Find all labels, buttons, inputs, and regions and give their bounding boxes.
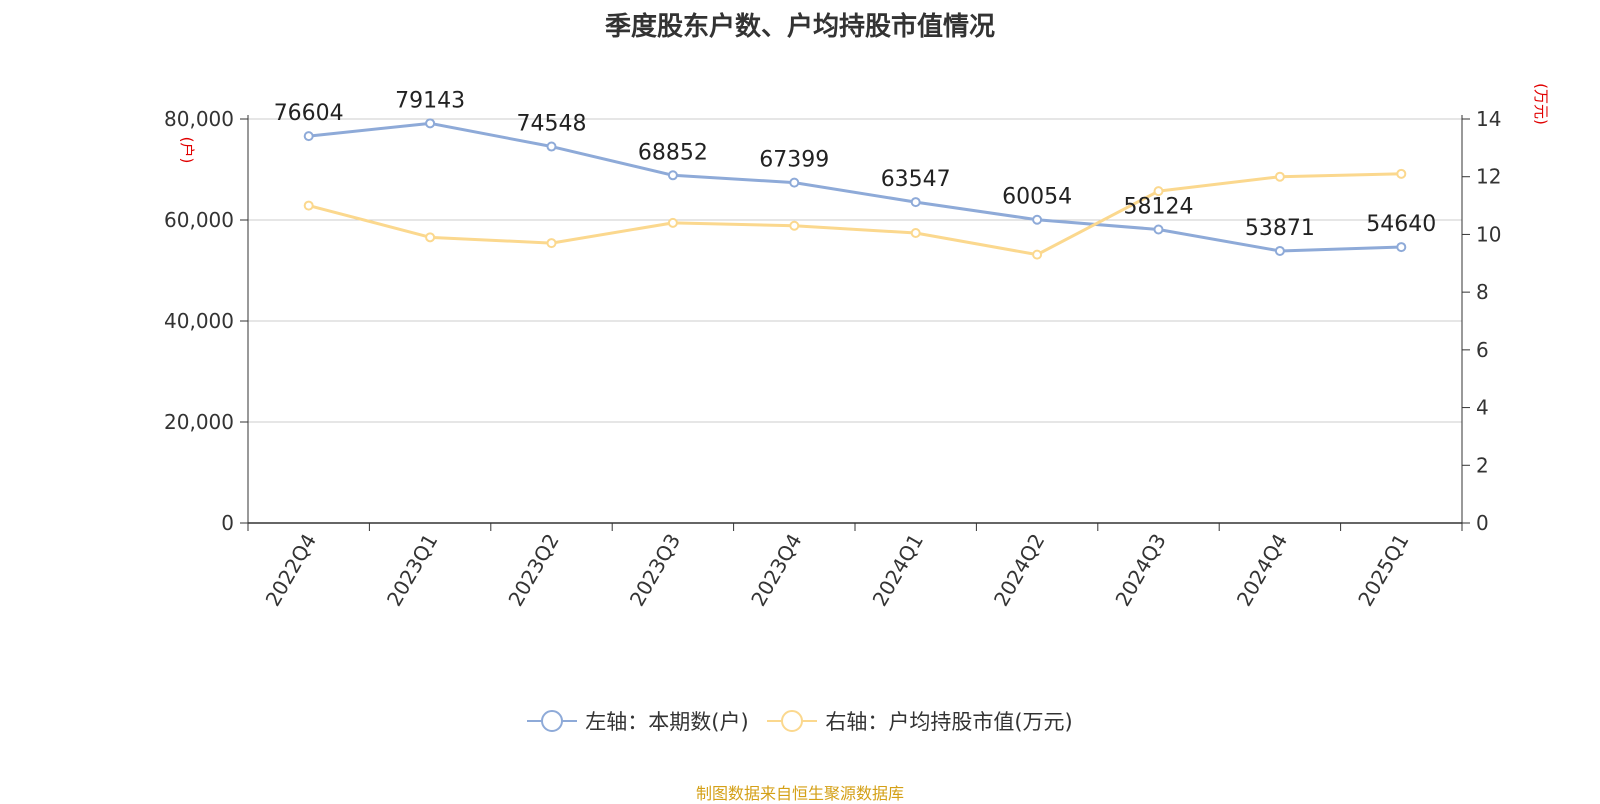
series-0-point <box>667 170 678 181</box>
series-1-point <box>425 232 436 243</box>
data-label: 63547 <box>881 167 951 192</box>
series-1-point <box>789 220 800 231</box>
series-0-point <box>910 197 921 208</box>
series-1-point <box>667 217 678 228</box>
left-tick-label: 40,000 <box>164 309 234 333</box>
left-tick-label: 0 <box>221 511 234 535</box>
series-0-point <box>1153 224 1164 235</box>
x-tick-label: 2023Q4 <box>746 530 806 611</box>
series-0-point <box>546 141 557 152</box>
data-label: 58124 <box>1124 194 1194 219</box>
x-tick-label: 2024Q4 <box>1232 530 1292 611</box>
x-tick-label: 2025Q1 <box>1353 530 1413 611</box>
legend: 左轴：本期数(户) 右轴：户均持股市值(万元) <box>0 706 1600 738</box>
left-tick-label: 20,000 <box>164 410 234 434</box>
data-label: 54640 <box>1366 212 1436 237</box>
x-tick-label: 2024Q3 <box>1110 530 1170 611</box>
series-0-point <box>1396 242 1407 253</box>
right-tick-label: 6 <box>1476 338 1489 362</box>
x-tick-label: 2024Q1 <box>868 530 928 611</box>
series-1-point <box>303 200 314 211</box>
series-line-0 <box>308 121 1402 253</box>
series-1-point <box>1153 186 1164 197</box>
right-tick-label: 4 <box>1476 396 1489 420</box>
series-0-point <box>789 177 800 188</box>
legend-swatch-avg-value-icon <box>767 710 818 732</box>
series-1-point <box>546 238 557 249</box>
series-line-1 <box>308 172 1402 257</box>
data-label: 60054 <box>1002 185 1072 210</box>
data-label: 76604 <box>274 101 344 126</box>
source-note: 制图数据来自恒生聚源数据库 <box>695 784 904 803</box>
series-1-point <box>1274 171 1285 182</box>
right-tick-label: 8 <box>1476 280 1489 304</box>
x-tick-label: 2022Q4 <box>261 530 321 611</box>
x-tick-label: 2023Q1 <box>382 530 442 611</box>
series-0-point <box>303 131 314 142</box>
x-tick-label: 2023Q3 <box>625 530 685 611</box>
legend-label-avg-value: 右轴：户均持股市值(万元) <box>825 710 1073 734</box>
series-0-point <box>1032 214 1043 225</box>
legend-swatch-households-icon <box>527 710 578 732</box>
data-label: 79143 <box>395 88 465 113</box>
x-tick-label: 2024Q2 <box>989 530 1049 611</box>
left-tick-label: 80,000 <box>164 107 234 131</box>
data-label: 53871 <box>1245 216 1315 241</box>
chart-title: 季度股东户数、户均持股市值情况 <box>604 12 995 42</box>
right-tick-label: 2 <box>1476 453 1489 477</box>
data-label: 74548 <box>517 112 587 137</box>
chart-plot: 0 20,000 40,000 60,000 80,000 0 2 4 6 8 10 12 14 (户) (… <box>164 83 1550 611</box>
right-tick-label: 12 <box>1476 165 1501 189</box>
left-tick-label: 60,000 <box>164 208 234 232</box>
series-1-point <box>1032 249 1043 260</box>
right-axis-unit: (万元) <box>1532 83 1550 125</box>
right-tick-label: 10 <box>1476 222 1501 246</box>
legend-item-households[interactable]: 左轴：本期数(户) <box>527 706 749 736</box>
series-1-point <box>910 227 921 238</box>
series-1-point <box>1396 168 1407 179</box>
right-tick-label: 0 <box>1476 511 1489 535</box>
x-tick-label: 2023Q2 <box>503 530 563 611</box>
data-label: 67399 <box>759 148 829 173</box>
legend-item-avg-value[interactable]: 右轴：户均持股市值(万元) <box>767 706 1073 736</box>
series-0-point <box>425 118 436 129</box>
left-axis-unit: (户) <box>178 137 196 164</box>
legend-label-households: 左轴：本期数(户) <box>585 710 749 734</box>
series-0-point <box>1274 245 1285 256</box>
data-label: 68852 <box>638 140 708 165</box>
right-tick-label: 14 <box>1476 107 1501 131</box>
